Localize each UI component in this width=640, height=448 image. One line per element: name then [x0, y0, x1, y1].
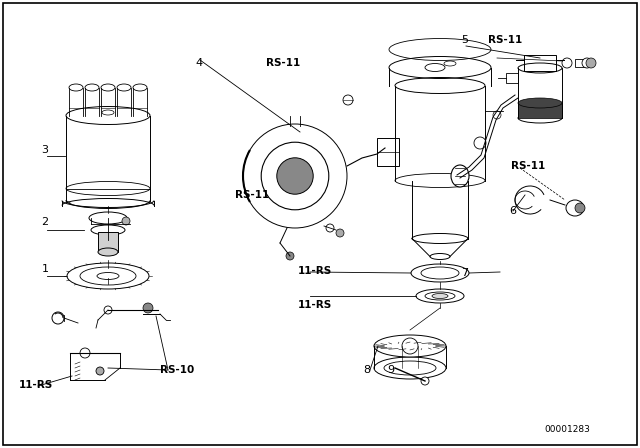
Text: 11-RS: 11-RS — [298, 300, 332, 310]
Text: 1: 1 — [42, 264, 49, 274]
Text: RS-10: RS-10 — [160, 365, 195, 375]
Text: RS-11: RS-11 — [488, 35, 522, 45]
Circle shape — [402, 338, 418, 354]
Text: 5: 5 — [461, 35, 468, 45]
Ellipse shape — [518, 98, 562, 108]
Text: 11-RS: 11-RS — [298, 266, 332, 276]
Circle shape — [493, 111, 501, 119]
Bar — [524, 55, 556, 71]
Bar — [98, 232, 118, 252]
Circle shape — [575, 203, 585, 213]
Circle shape — [122, 217, 130, 225]
Text: 9: 9 — [387, 365, 394, 375]
Ellipse shape — [451, 165, 469, 187]
Ellipse shape — [566, 200, 584, 216]
Text: 3: 3 — [42, 145, 49, 155]
Ellipse shape — [432, 293, 448, 298]
Bar — [377, 138, 399, 166]
Ellipse shape — [374, 335, 446, 357]
Circle shape — [336, 229, 344, 237]
Circle shape — [343, 95, 353, 105]
Text: 8: 8 — [364, 365, 371, 375]
Text: 00001283: 00001283 — [544, 425, 590, 434]
Text: 4: 4 — [195, 58, 202, 68]
Ellipse shape — [98, 248, 118, 256]
Circle shape — [143, 303, 153, 313]
Ellipse shape — [374, 357, 446, 379]
Text: RS-11: RS-11 — [511, 161, 545, 171]
Text: RS-11: RS-11 — [266, 58, 300, 68]
Bar — [575, 59, 587, 67]
Ellipse shape — [67, 263, 149, 289]
Bar — [518, 103, 562, 118]
Circle shape — [562, 58, 572, 68]
Circle shape — [586, 58, 596, 68]
Circle shape — [277, 158, 313, 194]
Bar — [506, 73, 518, 83]
Circle shape — [286, 252, 294, 260]
Ellipse shape — [582, 58, 592, 68]
Circle shape — [96, 367, 104, 375]
Text: 11-RS: 11-RS — [19, 380, 54, 390]
Text: 7: 7 — [461, 268, 468, 278]
Circle shape — [421, 377, 429, 385]
Text: 2: 2 — [42, 217, 49, 227]
Text: 6: 6 — [509, 206, 516, 215]
Text: RS-11: RS-11 — [235, 190, 269, 200]
